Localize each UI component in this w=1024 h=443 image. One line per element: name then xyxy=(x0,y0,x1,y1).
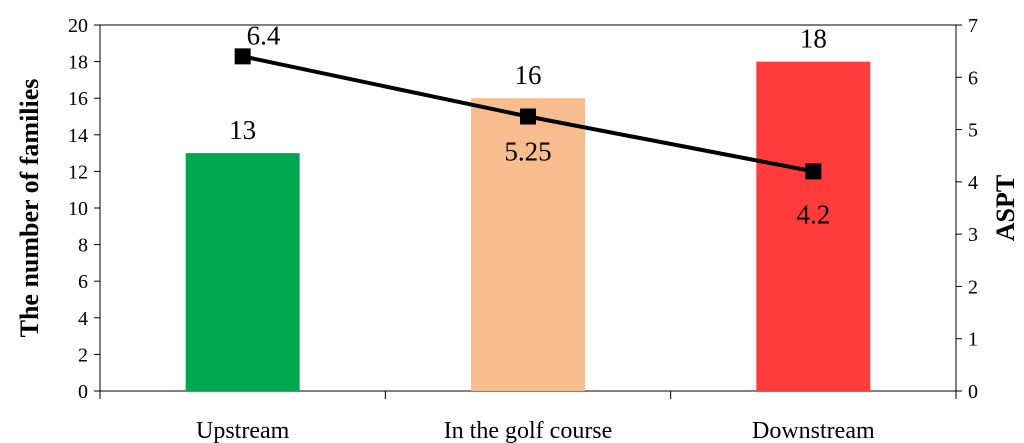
bar-in-the-golf-course xyxy=(471,98,585,391)
right-tick-label: 5 xyxy=(968,120,978,142)
bar-value-label: 13 xyxy=(229,115,256,145)
aspt-line-series xyxy=(234,48,822,180)
left-tick-label: 2 xyxy=(78,344,88,366)
right-tick-label: 4 xyxy=(968,172,978,194)
bar-upstream xyxy=(185,153,300,391)
data-labels: 13 16 18 6.4 5.25 4.2 xyxy=(229,20,830,229)
right-tick-label: 2 xyxy=(968,276,978,298)
aspt-marker xyxy=(805,163,822,180)
x-category-label: Downstream xyxy=(752,418,875,443)
left-tick-label: 10 xyxy=(68,198,88,220)
right-tick-label: 1 xyxy=(968,329,978,351)
right-tick-label: 3 xyxy=(968,224,978,246)
bar-value-label: 18 xyxy=(800,24,827,54)
left-tick-label: 8 xyxy=(78,235,88,257)
left-tick-label: 20 xyxy=(68,15,88,37)
y2-axis-title: ASPT xyxy=(991,175,1020,241)
left-tick-label: 14 xyxy=(68,125,88,147)
right-tick-label: 7 xyxy=(968,15,978,37)
left-tick-label: 18 xyxy=(68,52,88,74)
x-category-label: In the golf course xyxy=(444,418,613,443)
aspt-marker xyxy=(234,48,251,65)
left-tick-label: 6 xyxy=(78,271,88,293)
x-category-label: Upstream xyxy=(196,418,290,443)
line-value-label: 6.4 xyxy=(247,20,281,50)
bar-downstream xyxy=(756,61,871,391)
x-axis: Upstream In the golf course Downstream xyxy=(99,391,957,443)
left-y-axis: 0 2 4 6 8 10 12 14 16 18 20 xyxy=(68,15,100,403)
right-tick-label: 0 xyxy=(968,381,978,403)
right-tick-label: 6 xyxy=(968,67,978,89)
line-value-label: 5.25 xyxy=(504,137,551,167)
y-axis-title: The number of families xyxy=(15,79,44,338)
right-y-axis: 0 1 2 3 4 5 6 7 xyxy=(956,15,978,403)
left-tick-label: 12 xyxy=(68,161,88,183)
bars xyxy=(185,61,871,391)
line-value-label: 4.2 xyxy=(796,199,830,229)
left-tick-label: 4 xyxy=(78,308,88,330)
aspt-marker xyxy=(520,108,536,125)
left-tick-label: 16 xyxy=(68,88,88,110)
bar-value-label: 16 xyxy=(515,60,542,90)
left-tick-label: 0 xyxy=(78,381,88,403)
